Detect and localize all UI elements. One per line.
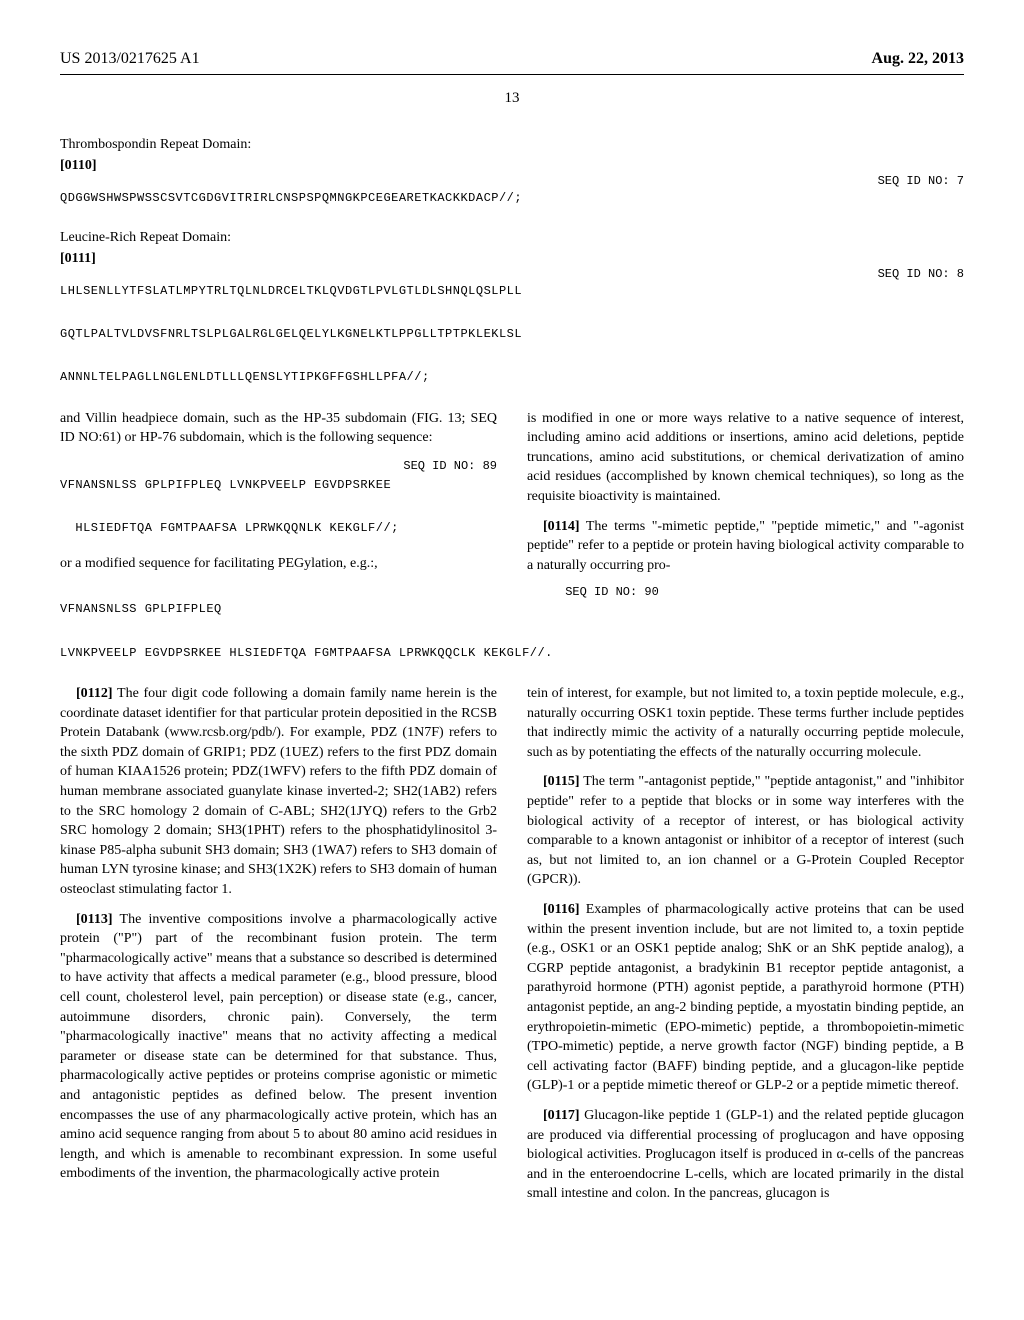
paragraph-text: Examples of pharmacologically active pro… <box>527 902 964 1093</box>
section-title: Leucine-Rich Repeat Domain: <box>60 230 964 246</box>
paragraph-0116: [0116] Examples of pharmacologically act… <box>527 900 964 1096</box>
thrombospondin-section: Thrombospondin Repeat Domain: [0110] SEQ… <box>60 137 964 210</box>
page-number: 13 <box>60 90 964 107</box>
paragraph-number: [0112] <box>76 686 113 701</box>
left-column: and Villin headpiece domain, such as the… <box>60 409 497 586</box>
villin-outro: or a modified sequence for facilitating … <box>60 554 497 574</box>
paragraph-text: Glucagon-like peptide 1 (GLP-1) and the … <box>527 1108 964 1201</box>
right-column-upper: is modified in one or more ways relative… <box>527 409 964 586</box>
two-column-layout: and Villin headpiece domain, such as the… <box>60 409 964 586</box>
leucine-section: Leucine-Rich Repeat Domain: [0111] SEQ I… <box>60 230 964 389</box>
seq-id-label: SEQ ID NO: 89 <box>60 458 497 475</box>
paragraph-number: [0113] <box>76 912 113 927</box>
paragraph-number: [0117] <box>543 1108 580 1123</box>
left-column-lower: [0112] The four digit code following a d… <box>60 684 497 1214</box>
publication-date: Aug. 22, 2013 <box>872 50 964 68</box>
seq-id-label: SEQ ID NO: 7 <box>60 174 964 188</box>
document-number: US 2013/0217625 A1 <box>60 50 200 68</box>
protein-sequence: VFNANSNLSS GPLPIFPLEQ LVNKPVEELP EGVDPSR… <box>60 475 497 540</box>
section-title: Thrombospondin Repeat Domain: <box>60 137 964 153</box>
protein-sequence: LHLSENLLYTFSLATLMPYTRLTQLNLDRCELTKLQVDGT… <box>60 281 964 389</box>
protein-sequence: QDGGWSHWSPWSSCSVTCGDGVITRIRLCNSPSPQMNGKP… <box>60 188 964 210</box>
page-header: US 2013/0217625 A1 Aug. 22, 2013 <box>60 50 964 75</box>
paragraph-0117: [0117] Glucagon-like peptide 1 (GLP-1) a… <box>527 1106 964 1204</box>
seq-id-label: SEQ ID NO: 8 <box>60 267 964 281</box>
paragraph-0112: [0112] The four digit code following a d… <box>60 684 497 900</box>
villin-intro: and Villin headpiece domain, such as the… <box>60 409 497 448</box>
right-column-lower: tein of interest, for example, but not l… <box>527 684 964 1214</box>
protein-sequence: VFNANSNLSS GPLPIFPLEQ LVNKPVEELP EGVDPSR… <box>60 599 964 664</box>
paragraph-0114: [0114] The terms "-mimetic peptide," "pe… <box>527 517 964 576</box>
paragraph-text: The inventive compositions involve a pha… <box>60 912 497 1182</box>
continuation-text: tein of interest, for example, but not l… <box>527 684 964 762</box>
paragraph-0113: [0113] The inventive compositions involv… <box>60 910 497 1184</box>
paragraph-number: [0115] <box>543 774 580 789</box>
paragraph-text: The four digit code following a domain f… <box>60 686 497 897</box>
continuation-text: is modified in one or more ways relative… <box>527 409 964 507</box>
paragraph-number: [0110] <box>60 158 97 173</box>
paragraph-number: [0114] <box>543 519 580 534</box>
paragraph-text: The terms "-mimetic peptide," "peptide m… <box>527 519 964 573</box>
pegylation-section: SEQ ID NO: 90 VFNANSNLSS GPLPIFPLEQ LVNK… <box>60 585 964 664</box>
paragraph-0115: [0115] The term "-antagonist peptide," "… <box>527 772 964 890</box>
villin-sequence-block: SEQ ID NO: 89 VFNANSNLSS GPLPIFPLEQ LVNK… <box>60 458 497 540</box>
two-column-layout-lower: [0112] The four digit code following a d… <box>60 684 964 1214</box>
seq-id-label: SEQ ID NO: 90 <box>260 585 964 599</box>
paragraph-number: [0116] <box>543 902 580 917</box>
paragraph-number: [0111] <box>60 251 96 266</box>
paragraph-text: The term "-antagonist peptide," "peptide… <box>527 774 964 887</box>
